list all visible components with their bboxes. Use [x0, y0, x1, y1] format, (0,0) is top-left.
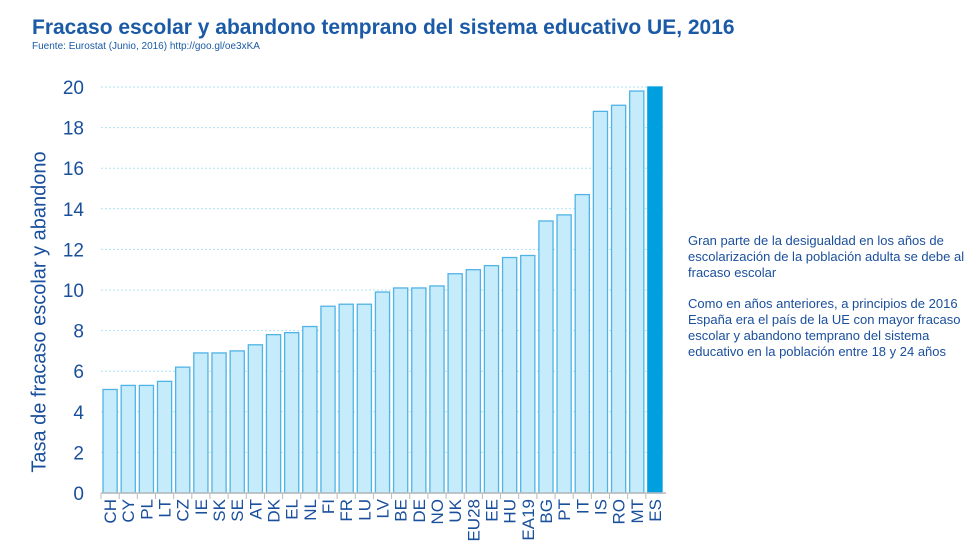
- y-tick-label: 8: [73, 322, 84, 343]
- bar-CZ: [174, 366, 191, 494]
- bar-FI: [320, 305, 336, 494]
- x-tick-label: EE: [482, 499, 501, 522]
- x-tick-label: SK: [210, 498, 229, 521]
- bar-AT: [247, 344, 264, 494]
- x-tick-label: ES: [646, 499, 665, 522]
- x-tick-label: SE: [228, 499, 247, 522]
- note-1: Gran parte de la desigualdad en los años…: [688, 233, 965, 280]
- x-tick-label: CY: [119, 499, 138, 523]
- note-2: Como en años anteriores, a principios de…: [688, 296, 961, 359]
- chart-source: Fuente: Eurostat (Junio, 2016) http://go…: [32, 41, 260, 52]
- x-tick-label: AT: [246, 499, 265, 519]
- bar-EE: [483, 264, 500, 494]
- bar-CY: [120, 384, 136, 494]
- x-tick-label: NO: [428, 499, 447, 525]
- x-tick-label: BG: [537, 499, 556, 524]
- bar-RO: [610, 104, 627, 494]
- x-tick-label: IT: [573, 499, 592, 514]
- bar-EA19: [520, 254, 536, 494]
- bar-IS: [592, 110, 609, 494]
- x-tick-label: EL: [283, 499, 302, 520]
- x-tick-label: FI: [319, 499, 338, 514]
- x-tick-label: UK: [446, 498, 465, 522]
- bar-EL: [283, 331, 300, 494]
- y-tick-label: 0: [73, 484, 84, 505]
- chart-title: Fracaso escolar y abandono temprano del …: [32, 16, 735, 39]
- y-tick-label: 2: [73, 443, 84, 464]
- bar-UK: [447, 273, 463, 494]
- y-tick-label: 20: [63, 78, 84, 99]
- x-tick-label: DE: [410, 499, 429, 523]
- bar-FR: [338, 303, 354, 494]
- bar-CH: [102, 388, 118, 494]
- bar-BE: [392, 287, 409, 494]
- x-tick-label: CH: [101, 499, 120, 524]
- x-tick-label: IS: [591, 499, 610, 515]
- x-tick-label: EA19: [519, 499, 538, 541]
- bar-BG: [538, 220, 554, 494]
- y-tick-label: 12: [63, 240, 84, 261]
- bar-NO: [429, 285, 445, 494]
- bar-PT: [556, 214, 572, 494]
- bar-IE: [193, 352, 209, 494]
- y-tick-label: 4: [73, 403, 84, 424]
- bar-NL: [302, 325, 318, 494]
- bar-DK: [265, 334, 282, 494]
- y-tick-label: 6: [73, 362, 84, 383]
- bar-LV: [374, 291, 391, 494]
- y-tick-label: 18: [63, 119, 84, 140]
- x-tick-label: HU: [501, 499, 520, 524]
- bar-SE: [229, 350, 245, 494]
- notes-panel: Gran parte de la desigualdad en los años…: [688, 233, 973, 375]
- x-tick-label: DK: [265, 498, 284, 522]
- x-tick-label: EU28: [464, 499, 483, 542]
- x-tick-label: NL: [301, 499, 320, 521]
- x-tick-label: LV: [374, 498, 393, 518]
- x-tick-label: FR: [337, 499, 356, 522]
- bar-MT: [629, 90, 645, 494]
- bar-ES: [647, 86, 663, 494]
- x-tick-label: LT: [156, 499, 175, 518]
- bar-IT: [574, 193, 591, 494]
- bar-SK: [211, 352, 227, 494]
- bar-LT: [156, 380, 173, 494]
- x-tick-label: LU: [355, 499, 374, 521]
- x-tick-label: IE: [192, 499, 211, 515]
- y-tick-label: 16: [63, 159, 84, 180]
- x-tick-label: RO: [610, 499, 629, 525]
- x-tick-label: BE: [392, 499, 411, 522]
- y-tick-label: 10: [63, 281, 84, 302]
- bar-HU: [501, 256, 518, 494]
- y-tick-label: 14: [63, 200, 85, 221]
- x-tick-label: PT: [555, 499, 574, 521]
- x-tick-label: PL: [137, 499, 156, 520]
- x-tick-label: MT: [628, 499, 647, 524]
- bar-EU28: [465, 269, 482, 494]
- bar-DE: [411, 287, 427, 494]
- bar-LU: [356, 303, 373, 494]
- bar-PL: [138, 384, 155, 494]
- x-tick-label: CZ: [174, 499, 193, 522]
